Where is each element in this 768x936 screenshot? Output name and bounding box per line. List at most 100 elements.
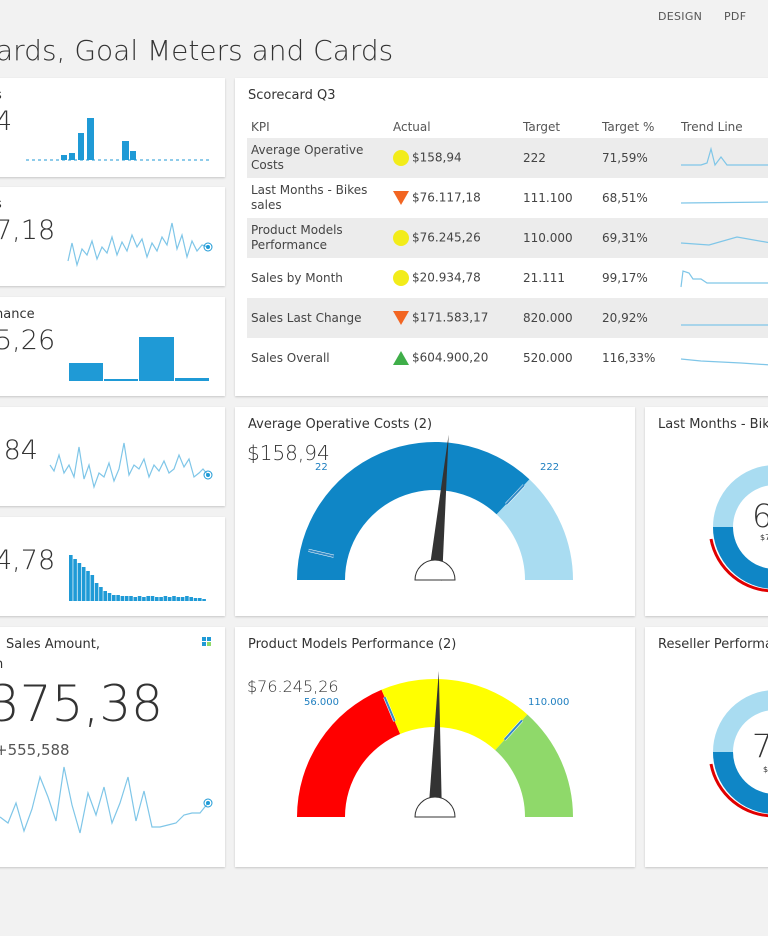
kpi-cell: Sales by Month: [251, 270, 343, 285]
donut-card-reseller-performance[interactable]: Reseller Performa 7 $: [645, 627, 768, 867]
histogram-bar: [81, 567, 86, 601]
gauge-title: Average Operative Costs (2): [248, 417, 433, 432]
gauge-target-mark-inner: [505, 484, 525, 505]
histogram-bar: [180, 597, 185, 601]
histogram-bar: [133, 597, 138, 601]
kpi-cell: Product Models Performance: [247, 218, 393, 258]
histogram-bar: [189, 597, 193, 601]
pdf-button[interactable]: PDF: [724, 10, 747, 23]
page-title: ards, Goal Meters and Cards: [0, 34, 394, 67]
table-row[interactable]: Sales Overall $604.900,20 520.000 116,33…: [247, 338, 768, 378]
gauge-max-label: 110.000: [528, 697, 570, 708]
trend-sparkline: [680, 235, 768, 246]
trend-cell: [680, 178, 768, 218]
col-header-target-pct[interactable]: Target %: [602, 120, 655, 134]
histogram-bar: [112, 595, 116, 601]
gauge-min-label: 56.000: [304, 697, 339, 708]
donut-svg: [709, 465, 768, 593]
kpi-card-1[interactable]: s 4: [0, 78, 225, 177]
gauge-target-mark-inner: [503, 719, 523, 741]
histogram-bar: [202, 599, 206, 601]
gauge-needle: [428, 671, 442, 818]
target-cell: 21.111: [523, 271, 565, 285]
col-header-target[interactable]: Target: [523, 120, 561, 134]
histogram-bar: [120, 596, 125, 601]
gauge-needle: [428, 434, 449, 581]
kpi-card-3[interactable]: nance 5,26: [0, 297, 225, 396]
trend-sparkline: [680, 200, 768, 204]
gauge-target-mark-inner: [308, 549, 334, 558]
kpi-card-2[interactable]: s 7,18: [0, 187, 225, 286]
sales-amount-card[interactable]: Sales Amount, n 375,38 +555,588: [0, 627, 225, 867]
kpi-card-4[interactable]: ,84: [0, 407, 225, 506]
histogram-bar: [94, 583, 99, 601]
histogram-bar: [185, 596, 189, 601]
pct-cell: 69,31%: [602, 218, 681, 258]
trend-sparkline: [681, 323, 768, 326]
gauge-hub: [414, 796, 456, 818]
histogram-bar: [150, 596, 155, 601]
col-header-trend[interactable]: Trend Line: [681, 120, 743, 134]
histogram-bar: [90, 575, 95, 601]
histogram-bar: [124, 596, 129, 601]
table-row[interactable]: Product Models Performance $76.245,26 11…: [247, 218, 768, 258]
card-subvalue: +555,588: [0, 741, 70, 759]
trend-cell: [680, 218, 768, 258]
donut-svg: [709, 690, 768, 818]
table-row[interactable]: Sales by Month $20.934,78 21.111 99,17%: [247, 258, 768, 298]
gauge-value: $158,94: [247, 441, 330, 465]
kpi-cell: Last Months - Bikes sales: [251, 183, 368, 212]
gauge-card-average-operative-costs[interactable]: Average Operative Costs (2) $158,94 22 2…: [235, 407, 635, 616]
yellow-circle-icon: [393, 270, 409, 286]
donut-card-last-months[interactable]: Last Months - Bik 6 $7: [645, 407, 768, 616]
trend-cell: [680, 338, 768, 378]
gauge-band: [495, 714, 573, 817]
gauge-title: Product Models Performance (2): [248, 637, 457, 652]
target-cell: 820.000: [523, 298, 602, 338]
col-header-kpi[interactable]: KPI: [251, 120, 270, 134]
scorecard-card[interactable]: Scorecard Q3 KPI Actual Target Target % …: [235, 78, 768, 396]
donut-sublabel: $: [763, 765, 768, 774]
histogram-bar: [99, 587, 103, 601]
target-cell: 520.000: [523, 351, 573, 365]
histogram-bar: [146, 596, 150, 601]
scorecard-table: KPI Actual Target Target % Trend Line Av…: [247, 116, 768, 378]
red-down-triangle-icon: [393, 191, 409, 205]
design-button[interactable]: DESIGN: [658, 10, 703, 23]
donut-title: Last Months - Bik: [658, 417, 768, 432]
target-cell: 110.000: [523, 218, 602, 258]
histogram-bar: [142, 597, 146, 601]
actual-cell: $171.583,17: [393, 298, 523, 338]
grid-icon[interactable]: [202, 637, 212, 647]
gauge-card-product-models-performance[interactable]: Product Models Performance (2) $76.245,2…: [235, 627, 635, 867]
gauge-svg: [297, 434, 573, 581]
kpi-cell: Sales Overall: [251, 350, 330, 365]
gauge-min-label: 22: [315, 462, 328, 473]
donut-value: 6: [752, 497, 768, 535]
card-blockbars: [69, 337, 209, 381]
trend-cell: [681, 138, 768, 178]
histogram-bar: [69, 555, 73, 601]
actual-value: $604.900,20: [412, 350, 489, 365]
card-value: 7,18: [0, 215, 56, 246]
table-row[interactable]: Last Months - Bikes sales $76.117,18 111…: [247, 178, 768, 218]
trend-sparkline: [680, 357, 768, 365]
actual-cell: $76.245,26: [393, 218, 523, 258]
histogram-bar: [129, 596, 133, 601]
donut-sublabel: $7: [760, 533, 768, 542]
histogram-bar: [107, 593, 112, 601]
card-value: 4: [0, 106, 13, 137]
table-row[interactable]: Sales Last Change $171.583,17 820.000 20…: [247, 298, 768, 338]
donut-value: 7: [752, 727, 768, 765]
trend-cell: [680, 258, 768, 298]
histogram-bar: [155, 597, 159, 601]
gauge-hub: [414, 559, 456, 581]
col-header-actual[interactable]: Actual: [393, 120, 431, 134]
histogram-bar: [86, 571, 90, 601]
kpi-card-5[interactable]: 4,78: [0, 517, 225, 616]
actual-value: $76.245,26: [412, 230, 481, 245]
histogram-bar: [137, 596, 142, 601]
table-row[interactable]: Average Operative Costs $158,94 222 71,5…: [247, 138, 768, 178]
histogram-bar: [167, 597, 172, 601]
card-label: s: [0, 88, 2, 103]
